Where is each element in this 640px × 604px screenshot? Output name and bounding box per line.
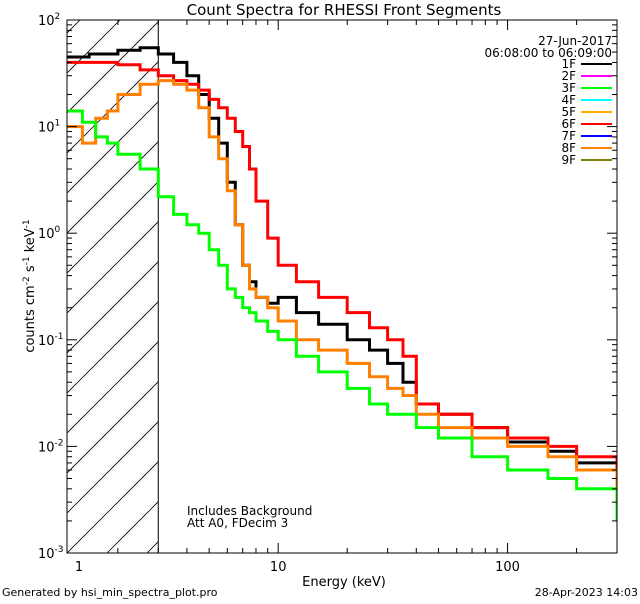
- svg-text:7F: 7F: [561, 129, 576, 143]
- svg-text:10-2: 10-2: [38, 438, 64, 455]
- x-tick-label: 100: [495, 560, 520, 575]
- svg-text:100: 100: [38, 225, 61, 242]
- hatch-line: [67, 61, 159, 154]
- y-tick-label: 10-2: [38, 438, 64, 455]
- y-tick-label: 101: [38, 119, 60, 136]
- svg-text:9F: 9F: [561, 153, 576, 167]
- legend-item: 8F: [561, 141, 612, 155]
- y-tick-label: 10-1: [38, 332, 64, 349]
- background-note: Includes Background: [187, 504, 312, 518]
- y-tick-label: 100: [38, 225, 61, 242]
- axis-ticks: [67, 19, 618, 554]
- hatch-line: [67, 181, 159, 274]
- hatch-line: [67, 381, 159, 474]
- svg-text:10-3: 10-3: [38, 545, 64, 562]
- svg-text:2F: 2F: [561, 69, 576, 83]
- legend-item: 6F: [561, 117, 612, 131]
- series-line-6F: [67, 60, 617, 479]
- hatch-line: [67, 261, 159, 354]
- series-layer: [67, 46, 617, 521]
- hatch-line: [67, 221, 159, 314]
- svg-text:102: 102: [38, 12, 60, 29]
- attenuator-hatch-region: [67, 20, 159, 553]
- x-edge-tick-label: 1: [75, 560, 83, 575]
- hatch-line: [67, 21, 159, 114]
- legend-item: 7F: [561, 129, 612, 143]
- y-tick-label: 102: [38, 12, 60, 29]
- legend: 1F 2F 3F 4F 5F 6F 7F 8F 9F: [561, 57, 612, 167]
- hatch-line: [67, 341, 159, 434]
- svg-text:10-1: 10-1: [38, 332, 64, 349]
- svg-text:101: 101: [38, 119, 60, 136]
- svg-text:1F: 1F: [561, 57, 576, 71]
- hatch-line: [67, 20, 81, 34]
- legend-item: 5F: [561, 105, 612, 119]
- hatch-line: [67, 421, 159, 514]
- svg-text:8F: 8F: [561, 141, 576, 155]
- x-axis-label: Energy (keV): [302, 575, 386, 590]
- time-range-label: 06:08:00 to 06:09:00: [485, 46, 612, 60]
- legend-item: 2F: [561, 69, 612, 83]
- y-tick-label: 10-3: [38, 545, 64, 562]
- svg-text:5F: 5F: [561, 105, 576, 119]
- svg-text:6F: 6F: [561, 117, 576, 131]
- legend-item: 3F: [561, 81, 612, 95]
- legend-item: 9F: [561, 153, 612, 167]
- plot-frame: [66, 19, 618, 554]
- legend-item: 1F: [561, 57, 612, 71]
- x-tick-label: 10: [270, 560, 287, 575]
- series-line-3F: [67, 109, 617, 521]
- hatch-line: [67, 141, 159, 234]
- footer-timestamp: 28-Apr-2023 14:03: [535, 586, 638, 599]
- y-axis-label: counts cm-2 s-1 keV-1: [22, 219, 38, 352]
- generated-by-label: Generated by hsi_min_spectra_plot.pro: [2, 586, 218, 599]
- series-line-8F: [67, 79, 617, 495]
- svg-text:3F: 3F: [561, 81, 576, 95]
- hatch-line: [67, 101, 159, 194]
- hatch-line: [67, 461, 159, 553]
- svg-text:4F: 4F: [561, 93, 576, 107]
- hatch-line: [67, 20, 121, 74]
- hatch-line: [106, 501, 159, 553]
- legend-item: 4F: [561, 93, 612, 107]
- series-line-1F: [67, 46, 617, 489]
- chart-title: Count Spectra for RHESSI Front Segments: [187, 1, 502, 19]
- attenuator-note: Att A0, FDecim 3: [187, 516, 288, 530]
- date-label: 27-Jun-2017: [538, 34, 612, 48]
